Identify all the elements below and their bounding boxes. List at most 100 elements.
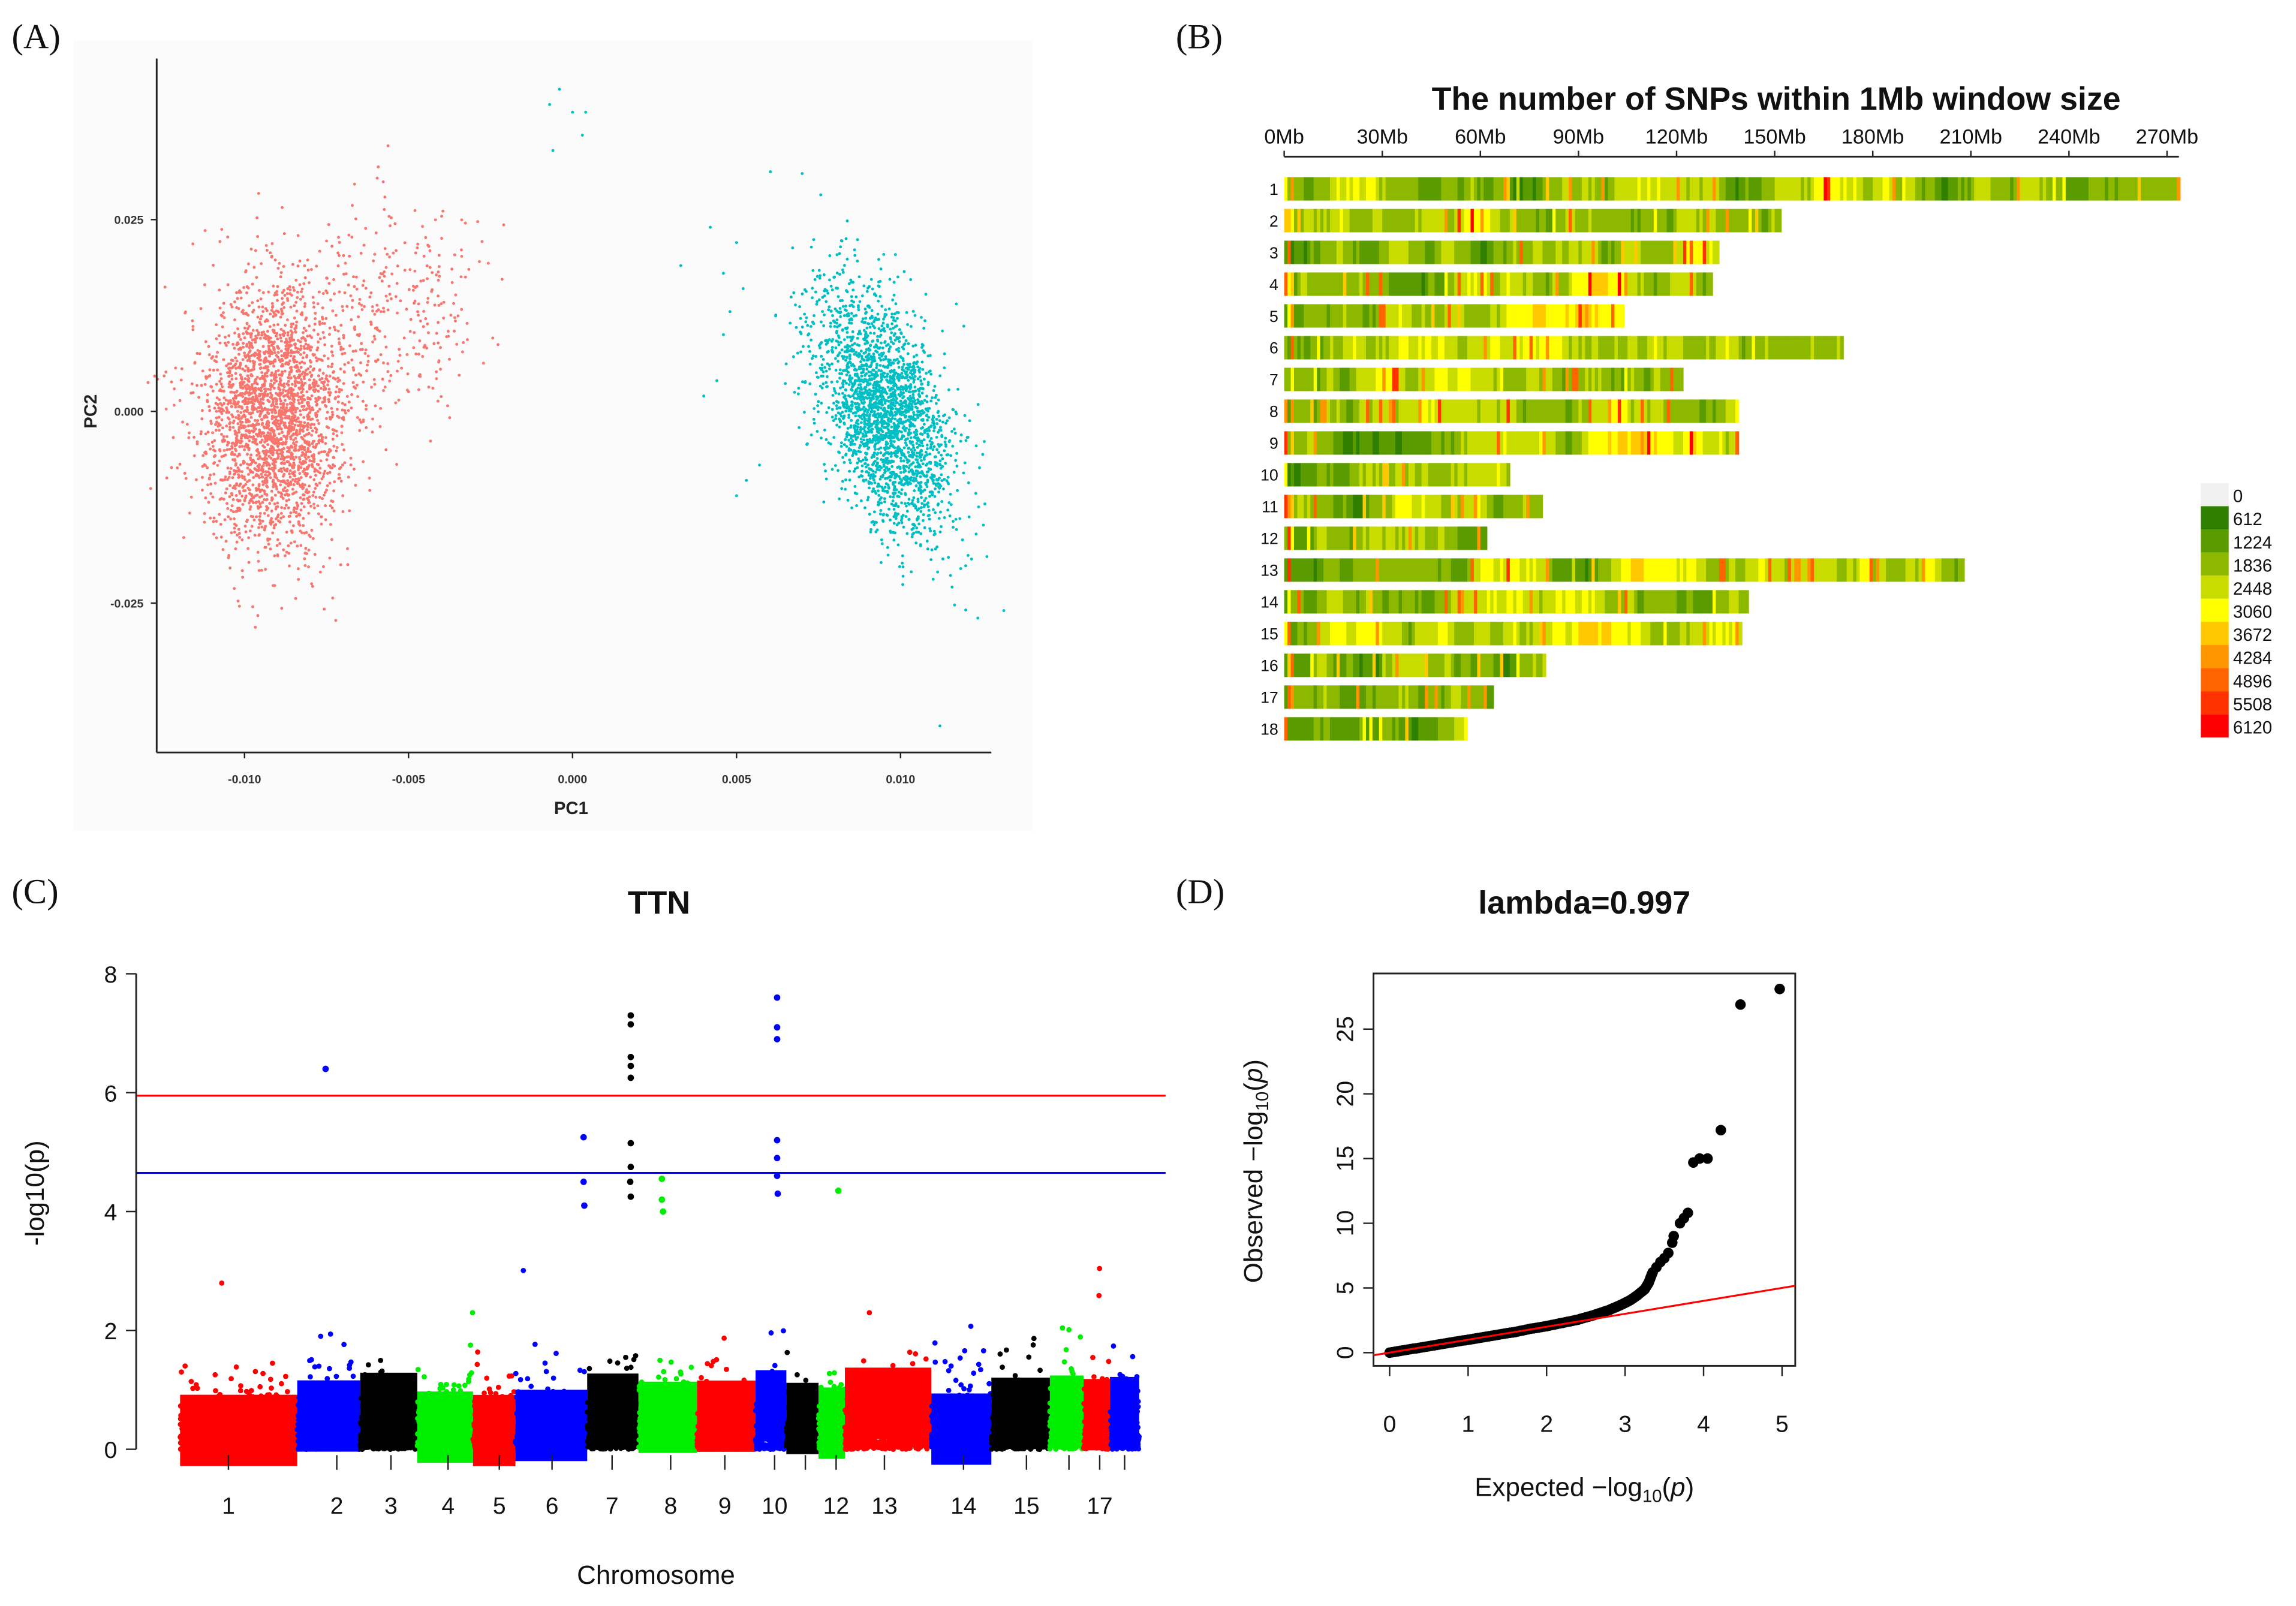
pca-point xyxy=(254,487,258,490)
pca-point xyxy=(220,433,223,436)
pca-point xyxy=(260,371,264,374)
pca-point xyxy=(884,308,887,312)
pca-point xyxy=(351,349,355,353)
pca-point xyxy=(896,275,899,279)
pca-point xyxy=(251,515,254,519)
pca-point xyxy=(250,525,254,528)
pca-point xyxy=(873,490,877,493)
pca-point xyxy=(320,515,323,519)
pca-point xyxy=(287,391,290,394)
pca-point xyxy=(271,398,275,402)
pca-point xyxy=(317,441,321,445)
pca-point xyxy=(944,421,947,425)
pca-point xyxy=(218,429,221,432)
pca-point xyxy=(260,472,263,476)
pca-point xyxy=(866,322,870,326)
pca-point xyxy=(269,388,272,391)
pca-point xyxy=(284,341,287,344)
pca-point xyxy=(851,454,854,457)
pca-point xyxy=(306,413,309,417)
pca-point xyxy=(331,596,335,599)
pca-point xyxy=(237,307,240,311)
pca-point xyxy=(901,565,905,568)
pca-point xyxy=(286,353,290,357)
pca-point xyxy=(858,379,862,383)
pca-point xyxy=(249,335,253,339)
pca-point xyxy=(817,400,820,403)
pca-point xyxy=(279,383,282,387)
pca-point xyxy=(230,390,234,394)
pca-point xyxy=(294,278,298,282)
pca-point xyxy=(850,385,854,389)
pca-point xyxy=(187,436,191,439)
pca-point xyxy=(860,464,864,468)
pca-point xyxy=(261,480,264,483)
pca-point xyxy=(304,547,308,550)
pca-point xyxy=(239,411,243,414)
pca-point xyxy=(317,341,320,344)
pca-point xyxy=(929,372,933,376)
pca-point xyxy=(838,406,842,409)
pca-point xyxy=(238,439,241,443)
pca-point xyxy=(294,477,297,481)
pca-point xyxy=(326,276,329,280)
pca-point xyxy=(240,474,243,478)
pca-point xyxy=(270,411,274,414)
pca-point xyxy=(312,457,316,461)
pca-point xyxy=(265,493,269,497)
pca-point xyxy=(915,413,919,417)
pca-point xyxy=(291,478,294,481)
pca-point xyxy=(206,483,209,487)
pca-point xyxy=(417,388,420,391)
pca-point xyxy=(251,424,254,427)
pca-point xyxy=(938,429,941,432)
pca-point xyxy=(230,373,234,377)
pca-point xyxy=(354,387,357,390)
pca-point xyxy=(905,458,909,462)
pca-point xyxy=(414,251,417,255)
pca-point xyxy=(835,404,838,408)
pca-point xyxy=(233,526,236,530)
pca-point xyxy=(862,284,866,288)
pca-point xyxy=(324,504,327,507)
pca-point xyxy=(222,498,225,501)
pca-point xyxy=(213,481,217,485)
pca-point xyxy=(920,502,924,505)
pca-point xyxy=(354,275,358,279)
pca-point xyxy=(902,343,905,346)
pca-point xyxy=(255,276,258,279)
pca-point xyxy=(403,269,407,272)
pca-point xyxy=(875,457,879,460)
pca-point xyxy=(869,278,873,281)
pca-point xyxy=(350,358,354,361)
pca-point xyxy=(247,385,251,389)
pca-point xyxy=(309,475,312,479)
pca-point xyxy=(237,352,240,356)
pca-point xyxy=(308,281,311,284)
pca-point xyxy=(834,417,838,420)
pca-point xyxy=(255,329,259,332)
pca-point xyxy=(199,432,203,436)
pca-point xyxy=(324,387,327,390)
pca-point xyxy=(290,325,293,329)
pca-point xyxy=(258,409,261,413)
pca-point xyxy=(967,515,971,519)
pca-point xyxy=(392,251,395,255)
pca-point xyxy=(163,285,167,289)
pca-point xyxy=(284,338,288,341)
pca-point xyxy=(252,402,255,406)
pca-point xyxy=(395,249,398,252)
pca-point xyxy=(361,284,365,287)
pca-point xyxy=(254,407,258,411)
pca-point xyxy=(236,297,239,300)
pca-point xyxy=(219,372,222,376)
pca-point xyxy=(212,455,216,459)
pca-point xyxy=(841,357,845,360)
pca-point xyxy=(289,354,293,358)
pca-point xyxy=(887,307,891,311)
pca-point xyxy=(904,515,908,518)
pca-point xyxy=(921,367,925,371)
pca-point xyxy=(814,355,818,358)
pca-point xyxy=(270,498,273,502)
pca-point xyxy=(905,311,908,314)
